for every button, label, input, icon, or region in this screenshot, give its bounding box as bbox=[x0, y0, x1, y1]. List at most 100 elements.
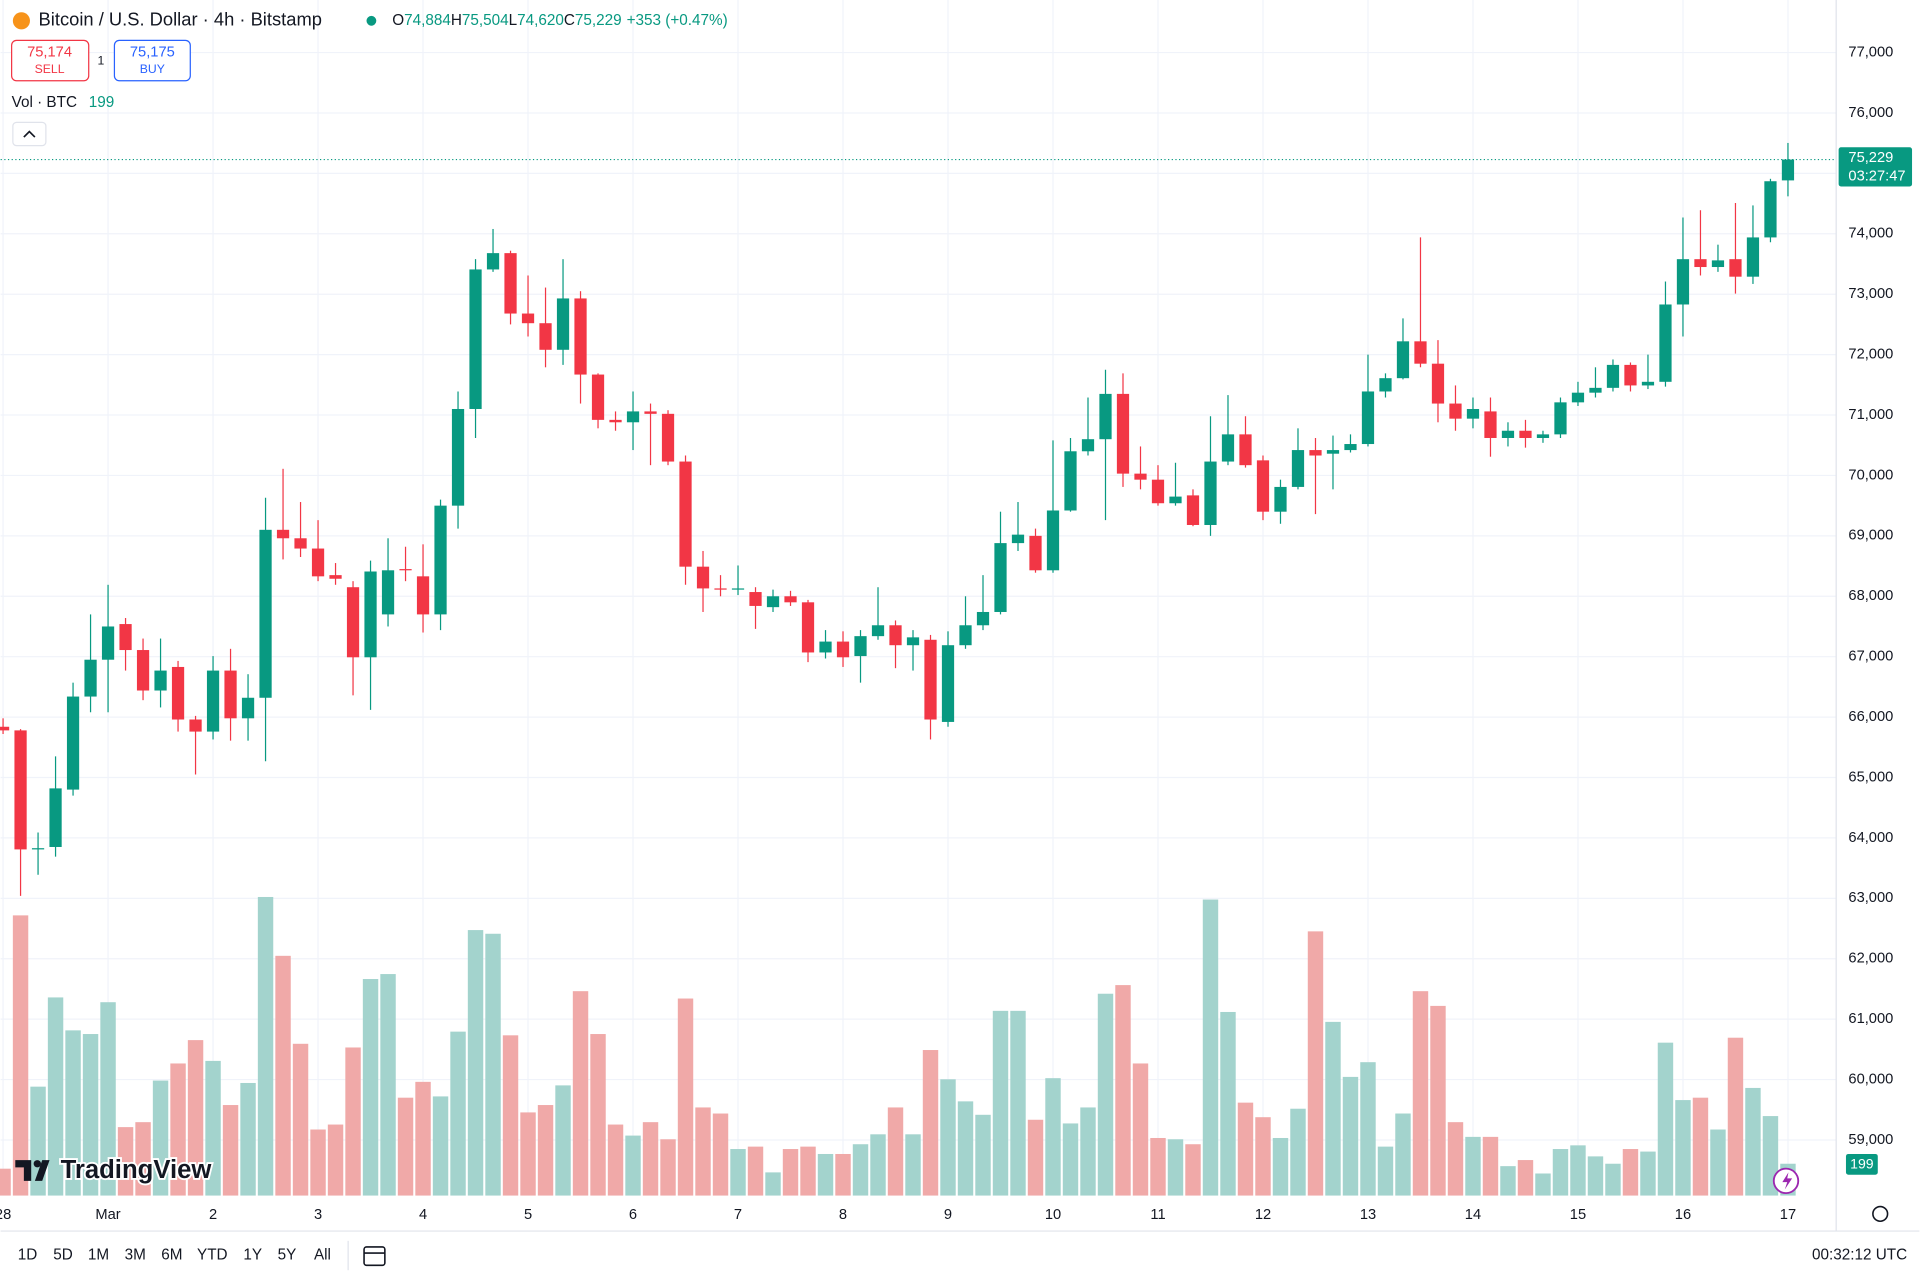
y-tick-label: 74,000 bbox=[1848, 226, 1893, 242]
candle-body bbox=[1291, 450, 1305, 487]
y-tick-label: 69,000 bbox=[1848, 528, 1893, 544]
timeframe-button[interactable]: 1M bbox=[88, 1247, 109, 1264]
volume-bar bbox=[0, 1168, 11, 1196]
volume-bar bbox=[1465, 1136, 1481, 1196]
candle-body bbox=[241, 697, 255, 719]
candle-body bbox=[486, 253, 500, 270]
volume-bar bbox=[1447, 1122, 1464, 1196]
sell-label: SELL bbox=[35, 62, 65, 76]
x-tick-label: 7 bbox=[734, 1207, 742, 1223]
volume-bar bbox=[660, 1139, 676, 1196]
candle-body bbox=[1501, 430, 1515, 438]
y-tick-label: 61,000 bbox=[1848, 1011, 1893, 1027]
grid bbox=[0, 0, 1837, 1196]
candle-body bbox=[1256, 460, 1270, 512]
price-label: 75,229 bbox=[1848, 150, 1893, 166]
timeframes: 1D 5D 1M 3M 6M YTD 1Y 5Y All bbox=[18, 1247, 331, 1264]
y-tick-label: 64,000 bbox=[1848, 830, 1893, 846]
qty: 1 bbox=[98, 53, 105, 67]
sell-button[interactable] bbox=[11, 39, 90, 82]
timeframe-button[interactable]: 3M bbox=[125, 1247, 146, 1264]
volume-bar bbox=[765, 1172, 781, 1196]
volume-bar bbox=[1570, 1145, 1586, 1196]
candle-body bbox=[1676, 259, 1690, 305]
candle-body bbox=[346, 587, 360, 658]
x-tick-label: 17 bbox=[1780, 1207, 1796, 1223]
candle-body bbox=[101, 626, 115, 660]
header: Bitcoin / U.S. Dollar · 4h · Bitstamp O7… bbox=[11, 9, 728, 147]
volume-bar bbox=[362, 979, 379, 1196]
y-tick-label: 76,000 bbox=[1848, 105, 1893, 121]
collapse-button[interactable] bbox=[12, 121, 47, 147]
volume-bar bbox=[1307, 931, 1324, 1196]
volume-bar bbox=[310, 1129, 326, 1196]
volume-bar bbox=[782, 1149, 799, 1196]
clock: 00:32:12 UTC bbox=[1812, 1247, 1907, 1264]
volume-bar bbox=[1167, 1139, 1184, 1196]
candle-body bbox=[154, 670, 167, 691]
candle-body bbox=[1099, 393, 1112, 440]
candle-body bbox=[1746, 237, 1760, 277]
volume-bar bbox=[65, 1030, 81, 1196]
candle-body bbox=[1151, 479, 1165, 504]
candle-body bbox=[206, 670, 220, 732]
candle-body bbox=[224, 670, 237, 719]
x-tick-label: 3 bbox=[314, 1207, 322, 1223]
x-tick-label: 16 bbox=[1675, 1207, 1691, 1223]
candle-body bbox=[644, 411, 657, 414]
x-tick-label: 8 bbox=[839, 1207, 847, 1223]
candle-body bbox=[556, 298, 570, 350]
candle-body bbox=[119, 624, 132, 651]
x-tick-label: 9 bbox=[944, 1207, 952, 1223]
volume-bar bbox=[292, 1043, 309, 1196]
ohlc-label: C bbox=[564, 12, 575, 29]
candle-body bbox=[1571, 392, 1585, 403]
settings-button[interactable] bbox=[1872, 1205, 1889, 1223]
ohlc-value: 75,504 bbox=[462, 12, 509, 29]
candle-body bbox=[31, 848, 45, 850]
candle-body bbox=[1729, 259, 1742, 277]
volume-pane bbox=[0, 896, 1796, 1196]
timeframe-button[interactable]: 5Y bbox=[278, 1247, 297, 1264]
candle-body bbox=[801, 602, 815, 653]
volume-legend-label: Vol · BTC bbox=[12, 94, 77, 111]
volume-bar bbox=[152, 1080, 169, 1196]
candle-body bbox=[1589, 387, 1602, 393]
y-tick-label: 67,000 bbox=[1848, 649, 1893, 665]
timeframe-button[interactable]: YTD bbox=[197, 1247, 228, 1264]
symbol-title: Bitcoin / U.S. Dollar · 4h · Bitstamp bbox=[39, 9, 322, 30]
volume-bar bbox=[1080, 1107, 1096, 1196]
candle-body bbox=[1169, 496, 1182, 504]
bolt-icon bbox=[1782, 1172, 1793, 1190]
ohlc-label: H bbox=[451, 12, 462, 29]
timeframe-button[interactable]: 5D bbox=[53, 1247, 73, 1264]
buy-button[interactable] bbox=[113, 39, 191, 82]
volume-bar bbox=[1657, 1042, 1674, 1196]
volume-bar bbox=[1045, 1078, 1061, 1196]
candle-body bbox=[84, 659, 97, 697]
volume-bar bbox=[887, 1107, 904, 1196]
coin-icon bbox=[12, 12, 30, 30]
volume-bar bbox=[257, 896, 274, 1196]
volume-bar bbox=[730, 1149, 746, 1196]
volume-bar bbox=[957, 1101, 974, 1196]
x-tick-label: 5 bbox=[524, 1207, 532, 1223]
timeframe-button[interactable]: 1Y bbox=[243, 1247, 262, 1264]
x-tick-label: 15 bbox=[1570, 1207, 1586, 1223]
ohlc-line: O74,884H75,504L74,620C75,229 +353 (+0.47%… bbox=[392, 12, 727, 29]
y-tick-label: 63,000 bbox=[1848, 890, 1893, 906]
volume-bar bbox=[12, 915, 29, 1196]
x-tick-label: 2 bbox=[209, 1207, 217, 1223]
candle-body bbox=[504, 253, 517, 314]
candle-body bbox=[1326, 450, 1340, 454]
volume-bar bbox=[1237, 1102, 1254, 1196]
candle-body bbox=[171, 666, 185, 720]
volume-bar bbox=[922, 1050, 939, 1196]
timeframe-button[interactable]: 6M bbox=[161, 1247, 182, 1264]
sell-price: 75,174 bbox=[27, 44, 72, 60]
y-tick-label: 62,000 bbox=[1848, 951, 1893, 967]
timeframe-button[interactable]: 1D bbox=[18, 1247, 38, 1264]
date-range-button[interactable] bbox=[363, 1246, 386, 1267]
timeframe-button[interactable]: All bbox=[314, 1247, 331, 1264]
